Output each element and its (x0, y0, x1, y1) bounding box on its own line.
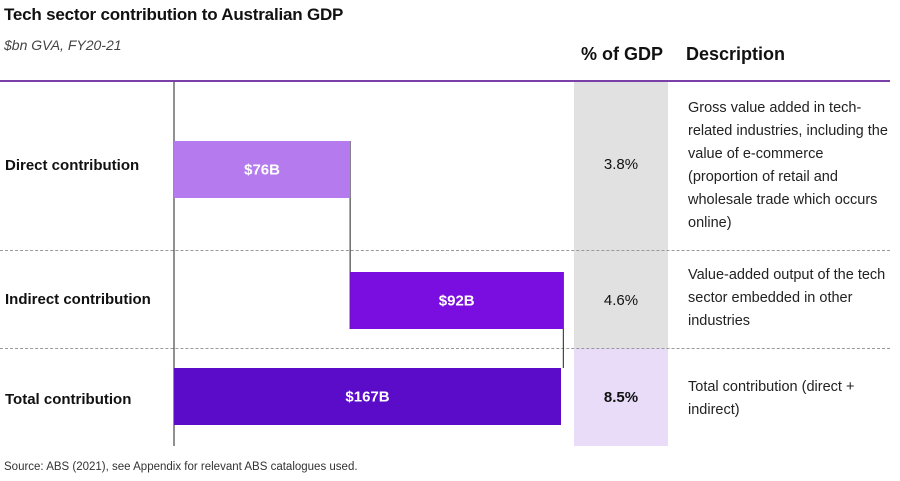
description-direct: Gross value added in tech-related indust… (688, 100, 888, 231)
bar-label-1: $76B (244, 162, 280, 179)
gdp-value-indirect: 4.6% (603, 292, 639, 309)
description-column-header: Description (686, 44, 786, 64)
row-label-direct: Direct contribution (5, 157, 140, 174)
gdp-value-direct: 3.8% (603, 156, 639, 173)
header-divider (0, 80, 890, 82)
gdp-total-background (574, 348, 668, 446)
gdp-value-total: 8.5% (603, 389, 639, 406)
bar-3 (174, 368, 561, 425)
bar-label-2: $92B (439, 293, 475, 310)
row-divider (0, 250, 890, 251)
row-label-indirect: Indirect contribution (5, 291, 151, 308)
bar-1 (174, 141, 351, 198)
chart-title: Tech sector contribution to Australian G… (4, 5, 344, 24)
source-note: Source: ABS (2021), see Appendix for rel… (4, 461, 358, 473)
description-indirect: Value-added output of the tech sector em… (688, 267, 886, 329)
gdp-column-background (574, 82, 668, 348)
row-label-total: Total contribution (5, 391, 132, 408)
chart-subtitle: $bn GVA, FY20-21 (4, 37, 122, 53)
bar-2 (350, 272, 564, 329)
gdp-column-header: % of GDP (580, 44, 663, 64)
row-divider (0, 348, 890, 349)
description-total: Total contribution (direct + indirect) (688, 379, 855, 418)
bar-label-3: $167B (345, 389, 389, 406)
